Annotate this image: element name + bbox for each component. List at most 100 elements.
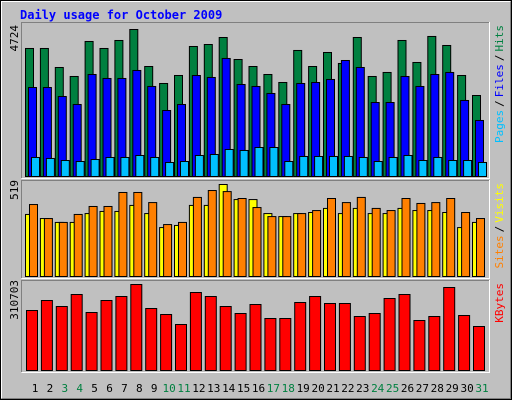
panel-bevel	[21, 280, 490, 372]
bar	[237, 198, 247, 278]
legend-separator: /	[493, 226, 506, 233]
bar	[356, 196, 366, 278]
bar	[120, 156, 130, 178]
bar	[105, 156, 115, 178]
bar	[209, 153, 219, 177]
bar	[249, 304, 262, 371]
bar	[428, 316, 441, 371]
bar	[403, 154, 413, 178]
panel-bevel	[21, 22, 490, 178]
bar	[207, 190, 217, 277]
bar	[353, 316, 366, 371]
bar	[401, 198, 411, 278]
legend-entry: Visits	[493, 183, 506, 223]
panel-bevel	[21, 280, 490, 373]
bar	[26, 310, 38, 372]
legend-entry: KBytes	[493, 283, 506, 323]
bar	[264, 318, 277, 371]
x-tick-label: 30	[460, 382, 473, 395]
x-tick-label: 4	[76, 382, 83, 395]
bar	[433, 156, 443, 178]
bar	[40, 300, 53, 371]
bar	[194, 154, 204, 178]
bar	[115, 296, 128, 371]
bar	[314, 155, 324, 177]
bar	[239, 149, 249, 178]
bar	[386, 210, 396, 277]
x-tick-label: 29	[446, 382, 459, 395]
bar	[284, 161, 294, 177]
bar	[309, 296, 322, 371]
x-tick-label: 25	[386, 382, 399, 395]
bar	[224, 148, 234, 177]
bar	[267, 216, 277, 277]
panel-bevel	[21, 180, 490, 278]
legend: Sites / Visits	[493, 183, 506, 269]
bar	[103, 205, 113, 277]
bar	[327, 198, 336, 278]
x-tick-label: 12	[192, 382, 205, 395]
x-tick-label: 24	[371, 382, 385, 395]
bar	[413, 320, 426, 372]
x-tick-label: 15	[237, 382, 250, 395]
bar	[443, 287, 456, 371]
bar	[341, 202, 351, 277]
bar	[312, 210, 322, 277]
x-tick-label: 8	[136, 382, 143, 395]
bar	[31, 156, 40, 178]
bar	[133, 191, 143, 278]
panel-bevel	[21, 22, 490, 179]
x-tick-label: 22	[341, 382, 354, 395]
bar	[150, 156, 160, 178]
bar	[88, 205, 98, 277]
bar	[473, 326, 485, 371]
legend-entry: Pages	[493, 110, 506, 143]
bar	[85, 312, 98, 371]
bar	[294, 302, 307, 371]
bar	[163, 224, 173, 278]
bar	[368, 313, 381, 372]
bar	[416, 202, 426, 277]
bar	[73, 213, 83, 277]
panel-bevel	[21, 180, 490, 279]
bar	[461, 212, 471, 277]
bar	[431, 202, 441, 277]
bar	[373, 161, 383, 177]
bar	[279, 318, 292, 371]
legend-separator: /	[493, 55, 506, 62]
bar	[148, 202, 158, 277]
x-tick-label: 5	[91, 382, 98, 395]
bar	[58, 221, 68, 278]
x-tick-label: 13	[207, 382, 220, 395]
bar	[189, 292, 202, 372]
x-tick-label: 26	[401, 382, 414, 395]
bar	[29, 204, 38, 277]
bar	[234, 313, 247, 372]
bar	[252, 207, 262, 277]
bar	[45, 157, 55, 177]
bar	[269, 146, 279, 177]
bar	[175, 324, 187, 372]
x-tick-label: 23	[356, 382, 369, 395]
y-tick-label: 4724	[8, 25, 21, 52]
y-tick-label: 519	[8, 180, 21, 200]
bar	[478, 161, 487, 178]
bar	[60, 160, 70, 178]
x-tick-label: 1	[32, 382, 39, 395]
bar	[178, 221, 187, 278]
bar	[118, 191, 128, 278]
bar	[418, 160, 428, 178]
bar	[222, 191, 232, 277]
x-tick-label: 9	[151, 382, 158, 395]
bar	[55, 306, 68, 372]
bar	[299, 155, 309, 177]
bar	[463, 160, 473, 178]
legend-separator: /	[493, 100, 506, 107]
x-tick-label: 6	[106, 382, 113, 395]
x-tick-label: 3	[61, 382, 68, 395]
x-tick-label: 10	[162, 382, 175, 395]
